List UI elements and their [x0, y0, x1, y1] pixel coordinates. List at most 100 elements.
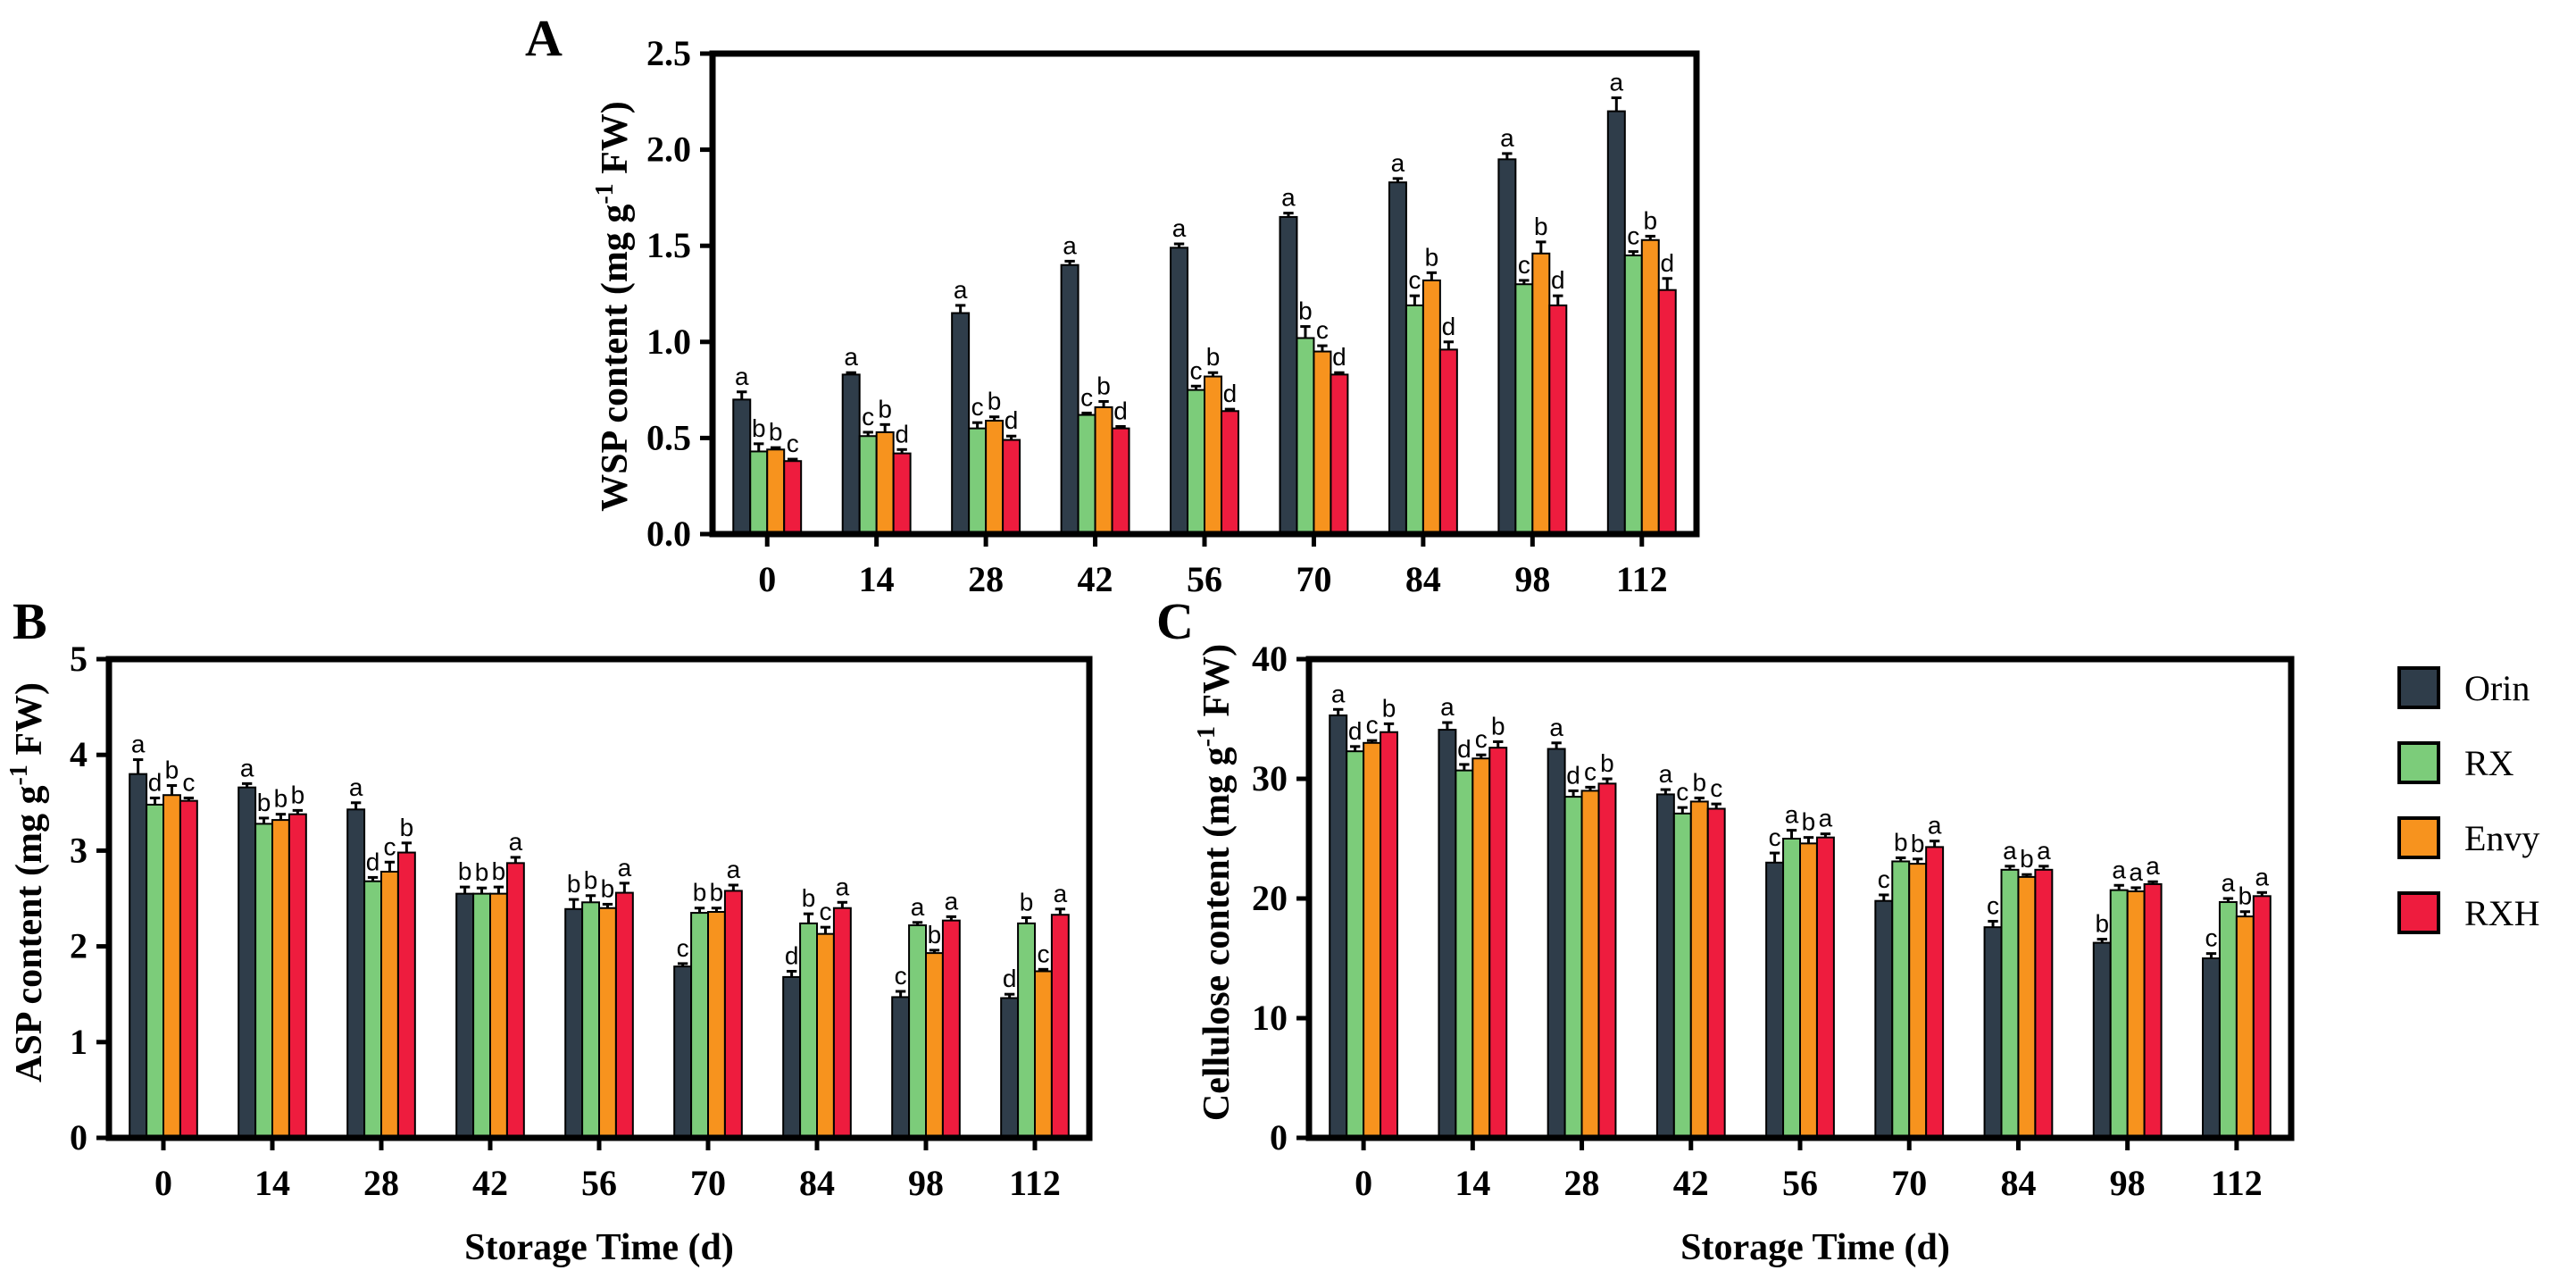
- panel-c-x-tick-label: 14: [1455, 1163, 1490, 1203]
- panel-a-significance-letter: b: [1534, 213, 1548, 240]
- panel-a-bar-orin: [1497, 158, 1517, 536]
- legend-swatch-orin: [2397, 666, 2440, 709]
- panel-b-x-tick-label: 0: [154, 1163, 172, 1203]
- panel-b-bar-rx: [472, 892, 492, 1139]
- panel-a-significance-letter: b: [988, 388, 1002, 415]
- panel-c-significance-letter: c: [1769, 823, 1781, 851]
- panel-a-x-tick-label: 28: [968, 559, 1004, 599]
- panel-c-bar-envy: [2017, 875, 2037, 1139]
- panel-b-bar-orin: [564, 907, 584, 1139]
- panel-b-bar-orin: [455, 892, 475, 1139]
- panel-c-x-tick-label: 98: [2110, 1163, 2146, 1203]
- panel-c-bar-rxh: [1380, 731, 1398, 1139]
- panel-a-x-tick-label: 56: [1187, 559, 1222, 599]
- panel-a-x-tick-label: 14: [859, 559, 895, 599]
- panel-b-x-tick-label: 84: [799, 1163, 835, 1203]
- panel-a-bar-rx: [1514, 283, 1534, 535]
- panel-c-y-tick-label: 0: [1270, 1117, 1288, 1157]
- panel-b-bar-envy: [380, 870, 399, 1139]
- panel-a-bar-envy: [1204, 375, 1222, 536]
- panel-c-significance-letter: c: [1584, 757, 1596, 785]
- panel-a-x-tick-label: 98: [1514, 559, 1550, 599]
- panel-b-significance-letter: b: [475, 858, 489, 886]
- panel-c-bar-rxh: [1488, 747, 1508, 1139]
- panel-a-y-axis-title: WSP content (mg g-1 FW): [591, 101, 636, 512]
- panel-c-bar-orin: [1329, 714, 1348, 1139]
- panel-a-x-tick-label: 84: [1405, 559, 1441, 599]
- panel-a-bar-envy: [1313, 350, 1332, 535]
- panel-b-letter: B: [13, 592, 47, 650]
- panel-b-bar-orin: [238, 786, 257, 1139]
- panel-a-bar-rx: [1405, 304, 1424, 535]
- panel-b-plot-frame: [105, 656, 1093, 1141]
- panel-b-bar-envy: [489, 892, 508, 1139]
- legend-swatch-envy: [2397, 816, 2440, 859]
- panel-c-significance-letter: c: [1475, 725, 1488, 753]
- panel-a-significance-letter: d: [895, 420, 909, 447]
- panel-b-significance-letter: b: [1020, 888, 1034, 915]
- panel-b-significance-letter: a: [240, 754, 254, 781]
- panel-a-letter: A: [525, 9, 563, 67]
- panel-a-significance-letter: c: [1190, 356, 1203, 384]
- panel-c-significance-letter: a: [1819, 805, 1833, 832]
- panel-a-bar-rx: [749, 450, 769, 535]
- panel-a-bar-envy: [766, 448, 786, 536]
- panel-c-bar-orin: [1546, 748, 1566, 1139]
- panel-c-bar-envy: [1689, 800, 1709, 1140]
- panel-b-significance-letter: b: [567, 870, 581, 898]
- panel-c-significance-letter: a: [2255, 863, 2270, 890]
- panel-c-significance-letter: c: [1987, 891, 1999, 919]
- panel-b-bar-rxh: [505, 862, 525, 1139]
- panel-b-bar-rx: [146, 803, 164, 1139]
- panel-b-significance-letter: a: [836, 873, 850, 900]
- panel-b-y-tick-label: 3: [70, 830, 88, 870]
- panel-b-significance-letter: b: [928, 921, 942, 949]
- panel-b-bar-envy: [271, 819, 290, 1139]
- panel-a-bar-rxh: [1002, 439, 1021, 535]
- panel-c-y-tick-label: 20: [1252, 878, 1288, 918]
- panel-c-significance-letter: b: [1692, 768, 1706, 796]
- legend-label-orin: Orin: [2464, 668, 2530, 708]
- panel-a-bar-envy: [1531, 252, 1551, 535]
- panel-a-x-tick-label: 42: [1078, 559, 1113, 599]
- panel-a-significance-letter: d: [1551, 266, 1565, 294]
- panel-b-significance-letter: a: [618, 854, 632, 882]
- panel-b-y-tick-label: 5: [70, 639, 88, 679]
- panel-c-bar-envy: [1580, 790, 1600, 1140]
- panel-b-bar-envy: [925, 952, 944, 1139]
- panel-b-bar-rxh: [941, 919, 961, 1139]
- panel-c-significance-letter: a: [1440, 693, 1455, 721]
- panel-a-bar-rxh: [1330, 373, 1349, 535]
- panel-a-significance-letter: b: [1096, 372, 1111, 400]
- panel-a-significance-letter: c: [1627, 222, 1639, 250]
- panel-a-x-tick-label: 0: [758, 559, 776, 599]
- panel-a-significance-letter: d: [1442, 313, 1456, 340]
- panel-a-significance-letter: c: [787, 430, 799, 457]
- panel-a-bar-envy: [1640, 238, 1660, 535]
- panel-c-bar-rxh: [2252, 895, 2272, 1139]
- panel-b-x-tick-label: 70: [690, 1163, 726, 1203]
- panel-b-bar-rxh: [179, 799, 198, 1139]
- panel-c-significance-letter: a: [2146, 852, 2160, 880]
- panel-b-significance-letter: a: [945, 887, 959, 915]
- panel-c-significance-letter: a: [2003, 837, 2017, 865]
- panel-b-bar-orin: [891, 996, 911, 1140]
- panel-b-x-tick-label: 28: [363, 1163, 399, 1203]
- panel-a-x-tick-label: 112: [1616, 559, 1668, 599]
- panel-b-significance-letter: b: [274, 785, 288, 813]
- panel-c-significance-letter: b: [1491, 712, 1505, 740]
- panel-b-significance-letter: a: [349, 773, 363, 801]
- panel-a-significance-letter: b: [878, 395, 892, 422]
- panel-c-significance-letter: a: [1785, 801, 1799, 829]
- panel-c-chart: C Cellulose content (mg g-1 FW) Storage …: [1156, 592, 2295, 1268]
- panel-b-bar-orin: [346, 808, 366, 1140]
- panel-b-significance-letter: d: [1003, 965, 1017, 992]
- panel-b-significance-letter: c: [895, 962, 907, 990]
- panel-b-significance-letter: c: [677, 934, 689, 962]
- panel-a-significance-letter: d: [1113, 397, 1128, 424]
- panel-b-significance-letter: d: [148, 768, 163, 796]
- panel-b-significance-letter: d: [366, 848, 380, 875]
- legend-label-envy: Envy: [2464, 818, 2539, 858]
